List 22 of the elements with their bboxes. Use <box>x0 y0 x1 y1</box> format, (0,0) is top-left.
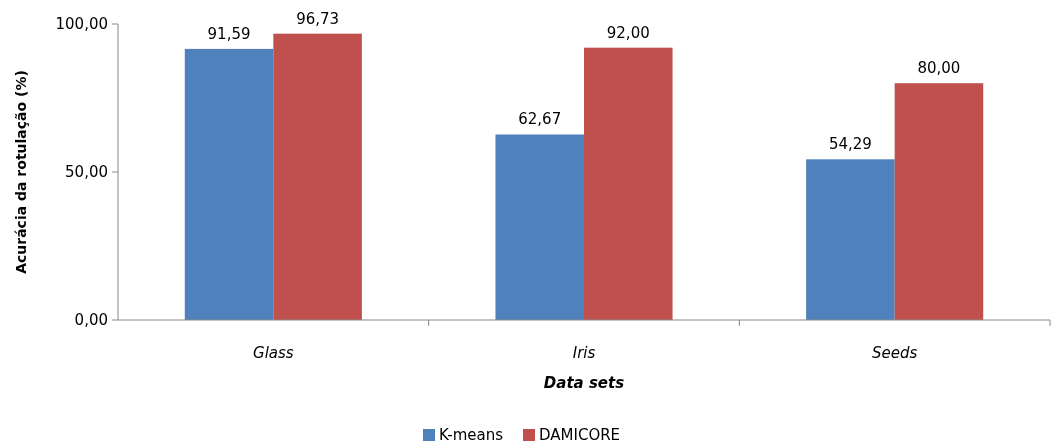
data-label: 96,73 <box>296 9 340 28</box>
bar <box>806 159 895 320</box>
legend-label: DAMICORE <box>539 426 621 444</box>
bar <box>273 33 362 320</box>
data-label: 62,67 <box>518 110 562 129</box>
data-label: 54,29 <box>828 135 872 154</box>
data-label: 91,59 <box>207 24 251 43</box>
bar <box>894 83 984 320</box>
y-axis-title: Acurácia da rotulação (%) <box>13 70 29 274</box>
data-label: 92,00 <box>606 23 650 42</box>
y-tick-label: 0,00 <box>74 311 108 330</box>
x-axis-title: Data sets <box>543 374 625 392</box>
bar <box>184 48 274 320</box>
x-tick-label: Seeds <box>872 344 918 362</box>
x-tick-label: Glass <box>253 344 294 362</box>
legend-label: K-means <box>439 426 504 444</box>
y-tick-label: 100,00 <box>55 15 108 34</box>
bar <box>495 134 584 320</box>
y-tick-label: 50,00 <box>65 163 108 182</box>
bar <box>584 47 673 320</box>
data-label: 80,00 <box>917 59 961 78</box>
x-tick-label: Iris <box>572 344 596 362</box>
